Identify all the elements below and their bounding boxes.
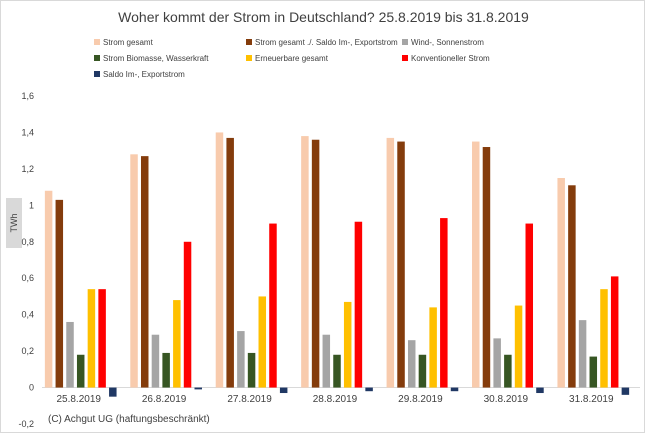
bar-strom-gesamt-27-8-2019 (215, 132, 224, 388)
bar-erneuerbare-gesamt-31-8-2019 (600, 289, 608, 388)
bar-strom-gesamt-saldo-im-exportstrom-28-8-2019 (311, 139, 320, 388)
bar-strom-biomasse-wasserkraft-29-8-2019 (418, 354, 427, 388)
legend-label: Strom Biomasse, Wasserkraft (103, 54, 209, 63)
bar-saldo-im-exportstrom-27-8-2019 (279, 387, 288, 394)
legend-swatch (94, 39, 100, 45)
bar-strom-gesamt-28-8-2019 (301, 136, 309, 388)
bar-konventioneller-strom-25-8-2019 (98, 289, 106, 388)
y-tick-label: 1,6 (21, 91, 34, 101)
bar-saldo-im-exportstrom-30-8-2019 (536, 387, 544, 394)
bar-strom-biomasse-wasserkraft-25-8-2019 (76, 354, 85, 388)
legend-label: Saldo Im-, Exportstrom (103, 70, 185, 79)
bar-saldo-im-exportstrom-26-8-2019 (194, 387, 202, 390)
bar-strom-gesamt-saldo-im-exportstrom-25-8-2019 (55, 199, 64, 388)
bar-saldo-im-exportstrom-31-8-2019 (621, 387, 630, 395)
bar-erneuerbare-gesamt-28-8-2019 (343, 301, 352, 388)
bar-saldo-im-exportstrom-29-8-2019 (450, 387, 459, 392)
y-tick-label: 0,6 (21, 273, 34, 283)
legend-swatch (402, 39, 408, 45)
bar-strom-biomasse-wasserkraft-31-8-2019 (589, 356, 598, 388)
bar-erneuerbare-gesamt-30-8-2019 (514, 305, 523, 388)
legend-label: Strom gesamt ./. Saldo Im-, Exportstrom (255, 38, 398, 47)
bar-saldo-im-exportstrom-25-8-2019 (109, 387, 117, 397)
x-tick-label: 28.8.2019 (313, 394, 358, 405)
bar-wind-sonnenstrom-30-8-2019 (493, 338, 501, 388)
legend-label: Erneuerbare gesamt (255, 54, 328, 63)
bar-strom-gesamt-29-8-2019 (386, 137, 395, 388)
bar-strom-biomasse-wasserkraft-30-8-2019 (504, 354, 512, 388)
y-tick-label: 1,2 (21, 164, 34, 174)
chart-title: Woher kommt der Strom in Deutschland? 25… (118, 9, 529, 25)
bar-strom-biomasse-wasserkraft-27-8-2019 (247, 352, 256, 388)
legend-swatch (402, 55, 408, 61)
x-tick-label: 29.8.2019 (398, 394, 443, 405)
bar-strom-biomasse-wasserkraft-28-8-2019 (333, 354, 341, 388)
legend-item-strom-biomasse-wasserkraft: Strom Biomasse, Wasserkraft (94, 54, 209, 64)
bar-strom-gesamt-31-8-2019 (557, 178, 565, 388)
x-tick-label: 27.8.2019 (227, 394, 272, 405)
copyright-footer: (C) Achgut UG (haftungsbeschränkt) (48, 414, 210, 425)
bar-strom-gesamt-30-8-2019 (472, 141, 480, 388)
legend-swatch (246, 39, 252, 45)
bar-wind-sonnenstrom-27-8-2019 (237, 331, 245, 388)
bar-strom-gesamt-saldo-im-exportstrom-26-8-2019 (140, 156, 149, 388)
legend-item-wind-sonnenstrom: Wind-, Sonnenstrom (402, 38, 484, 48)
bar-konventioneller-strom-31-8-2019 (610, 276, 619, 388)
bar-konventioneller-strom-27-8-2019 (269, 223, 277, 388)
y-tick-label: 1 (29, 200, 34, 210)
bar-konventioneller-strom-29-8-2019 (440, 218, 448, 388)
x-tick-label: 26.8.2019 (142, 394, 187, 405)
chart-legend: Strom gesamt Strom gesamt ./. Saldo Im-, … (0, 0, 647, 90)
legend-item-strom-gesamt-saldo-im-exportstrom: Strom gesamt ./. Saldo Im-, Exportstrom (246, 38, 398, 48)
bar-wind-sonnenstrom-26-8-2019 (151, 334, 160, 388)
bar-strom-gesamt-25-8-2019 (44, 190, 53, 388)
x-tick-label: 30.8.2019 (484, 394, 529, 405)
bar-strom-gesamt-saldo-im-exportstrom-30-8-2019 (482, 147, 491, 388)
legend-item-konventioneller-strom: Konventioneller Strom (402, 54, 490, 64)
x-tick-label: 31.8.2019 (569, 394, 614, 405)
bar-strom-gesamt-saldo-im-exportstrom-29-8-2019 (397, 141, 405, 388)
bar-erneuerbare-gesamt-26-8-2019 (173, 300, 181, 388)
legend-item-saldo-im-exportstrom: Saldo Im-, Exportstrom (94, 70, 185, 80)
legend-swatch (94, 55, 100, 61)
y-tick-label: 0,4 (21, 310, 34, 320)
y-axis-label: TWh (6, 198, 22, 248)
legend-item-erneuerbare-gesamt: Erneuerbare gesamt (246, 54, 328, 64)
bar-strom-gesamt-saldo-im-exportstrom-31-8-2019 (568, 185, 576, 388)
bar-strom-gesamt-saldo-im-exportstrom-27-8-2019 (226, 137, 234, 388)
legend-swatch (246, 55, 252, 61)
y-tick-label: -0,2 (18, 419, 34, 429)
legend-item-strom-gesamt: Strom gesamt (94, 38, 153, 48)
legend-label: Konventioneller Strom (411, 54, 490, 63)
y-tick-label: 0 (29, 383, 34, 393)
y-tick-label: 0,8 (21, 237, 34, 247)
bar-erneuerbare-gesamt-27-8-2019 (258, 296, 267, 388)
y-tick-label: 1,4 (21, 127, 34, 137)
x-tick-label: 25.8.2019 (56, 394, 101, 405)
bar-erneuerbare-gesamt-29-8-2019 (429, 307, 437, 388)
bar-wind-sonnenstrom-28-8-2019 (322, 334, 331, 388)
bar-wind-sonnenstrom-25-8-2019 (66, 321, 74, 388)
bar-konventioneller-strom-26-8-2019 (183, 241, 192, 388)
legend-label: Wind-, Sonnenstrom (411, 38, 484, 47)
y-tick-label: 0,2 (21, 346, 34, 356)
legend-label: Strom gesamt (103, 38, 153, 47)
bar-erneuerbare-gesamt-25-8-2019 (87, 289, 96, 388)
bar-wind-sonnenstrom-31-8-2019 (578, 320, 587, 388)
bar-saldo-im-exportstrom-28-8-2019 (365, 387, 373, 392)
bar-strom-gesamt-26-8-2019 (130, 154, 138, 388)
bar-konventioneller-strom-28-8-2019 (354, 221, 363, 388)
bar-wind-sonnenstrom-29-8-2019 (407, 340, 416, 388)
bar-konventioneller-strom-30-8-2019 (525, 223, 534, 388)
legend-swatch (94, 71, 100, 77)
bar-strom-biomasse-wasserkraft-26-8-2019 (162, 352, 170, 388)
